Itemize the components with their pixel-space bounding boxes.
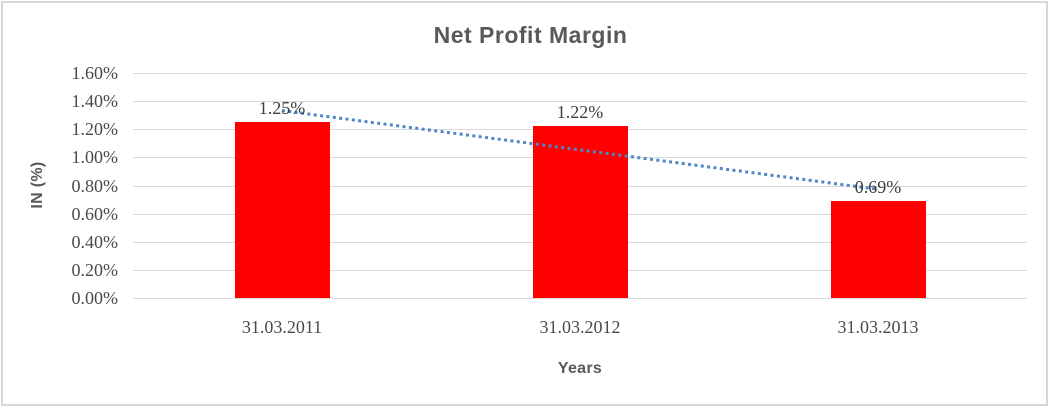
x-tick-label: 31.03.2013 <box>837 317 919 337</box>
data-label-31.03.2013: 0.69% <box>854 176 902 197</box>
y-tick-label: 1.00% <box>71 147 119 168</box>
trendline <box>281 109 879 191</box>
gridline <box>133 101 1027 103</box>
chart-title: Net Profit Margin <box>433 22 628 48</box>
y-tick-label: 1.40% <box>71 91 119 112</box>
trendline-segment <box>281 109 879 191</box>
bar-31.03.2013 <box>830 200 926 298</box>
gridline <box>133 73 1027 74</box>
bar-31.03.2012 <box>532 126 628 298</box>
data-label-31.03.2012: 1.22% <box>556 102 604 123</box>
data-label-31.03.2011: 1.25% <box>258 98 306 119</box>
plot-area: 1.25% 1.22% 0.69% <box>133 73 1027 299</box>
bar-31.03.2011 <box>234 122 330 298</box>
x-tick-label: 31.03.2011 <box>241 317 323 337</box>
y-tick-label: 1.60% <box>71 63 119 83</box>
x-axis-title: Years <box>557 360 603 377</box>
y-tick-label: 1.20% <box>71 119 119 140</box>
gridline <box>133 298 1027 299</box>
x-tick-label: 31.03.2012 <box>539 317 621 337</box>
y-tick-label: 0.00% <box>71 288 119 308</box>
y-tick-label: 0.20% <box>71 259 119 280</box>
y-tick-label: 0.40% <box>71 231 119 252</box>
y-tick-label: 0.80% <box>71 175 119 196</box>
y-tick-label: 0.60% <box>71 203 119 224</box>
